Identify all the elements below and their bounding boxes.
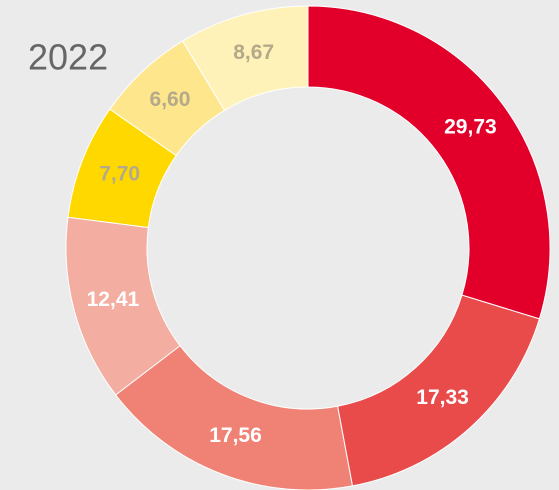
data-label: 6,60 bbox=[150, 88, 191, 111]
data-label: 12,41 bbox=[87, 288, 140, 311]
donut-segment bbox=[307, 5, 551, 320]
data-label: 8,67 bbox=[233, 41, 274, 64]
data-label: 17,33 bbox=[416, 386, 469, 409]
donut-segment bbox=[181, 5, 309, 111]
data-label: 29,73 bbox=[444, 115, 497, 138]
chart-title: 2022 bbox=[28, 37, 108, 78]
data-label: 17,56 bbox=[209, 424, 262, 447]
data-label: 7,70 bbox=[99, 163, 140, 186]
